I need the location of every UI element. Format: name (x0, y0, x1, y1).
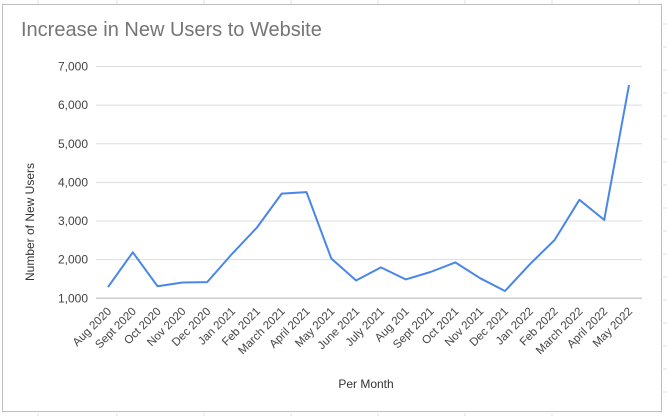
y-axis-title: Number of New Users (23, 163, 37, 281)
y-tick-label: 2,000 (58, 253, 88, 267)
y-tick-label: 3,000 (58, 214, 88, 228)
y-tick-label: 4,000 (58, 175, 88, 189)
x-axis-title: Per Month (338, 377, 393, 391)
chart-container[interactable] (2, 4, 662, 412)
chart-title: Increase in New Users to Website (21, 19, 322, 41)
y-tick-label: 1,000 (58, 291, 88, 305)
series-line[interactable] (107, 84, 630, 292)
y-tick-label: 7,000 (58, 60, 88, 74)
y-tick-label: 6,000 (58, 98, 88, 112)
y-tick-label: 5,000 (58, 137, 88, 151)
